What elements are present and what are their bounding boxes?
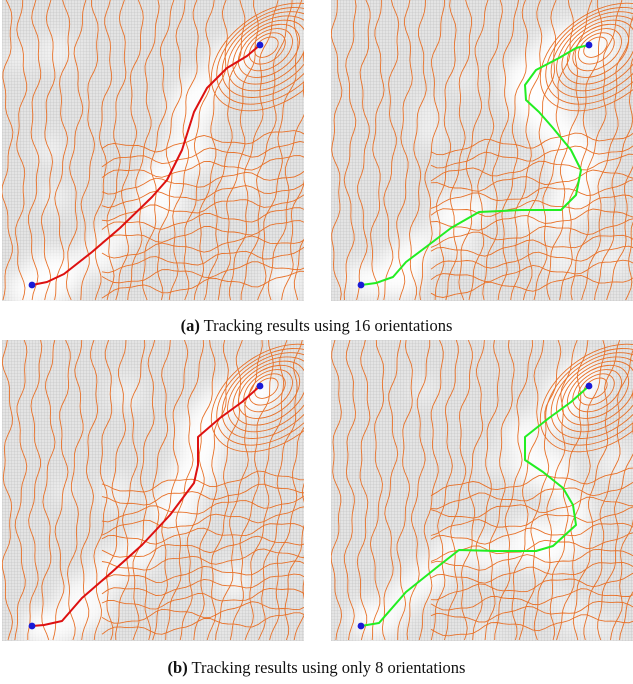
caption-b-text: Tracking results using only 8 orientatio… [191,658,466,677]
contour-map-b-left [2,340,304,641]
contour-lines [331,0,633,301]
end-point [256,41,264,49]
panel-b-right-8-orientations-green [331,340,633,641]
contour-map-a-left [2,0,304,301]
tracked-path [31,44,261,286]
tracked-path [31,385,261,627]
contour-map-a-right [331,0,633,301]
caption-a-text: Tracking results using 16 orientations [203,316,453,335]
end-point [585,382,593,390]
caption-b: (b) Tracking results using only 8 orient… [0,658,633,678]
end-point [585,41,593,49]
panel-a-left-16-orientations-red [2,0,304,301]
tracked-path [360,44,590,286]
contour-lines [2,340,304,641]
panel-a-right-16-orientations-green [331,0,633,301]
tracked-path [360,385,590,627]
start-point [28,622,36,630]
start-point [357,281,365,289]
start-point [357,622,365,630]
end-point [256,382,264,390]
contour-lines [2,0,304,301]
caption-a: (a) Tracking results using 16 orientatio… [0,316,633,336]
caption-a-label: (a) [180,316,200,335]
contour-lines [331,340,633,641]
caption-b-label: (b) [167,658,188,677]
contour-map-b-right [331,340,633,641]
panel-b-left-8-orientations-red [2,340,304,641]
start-point [28,281,36,289]
valley-shading [4,24,303,301]
